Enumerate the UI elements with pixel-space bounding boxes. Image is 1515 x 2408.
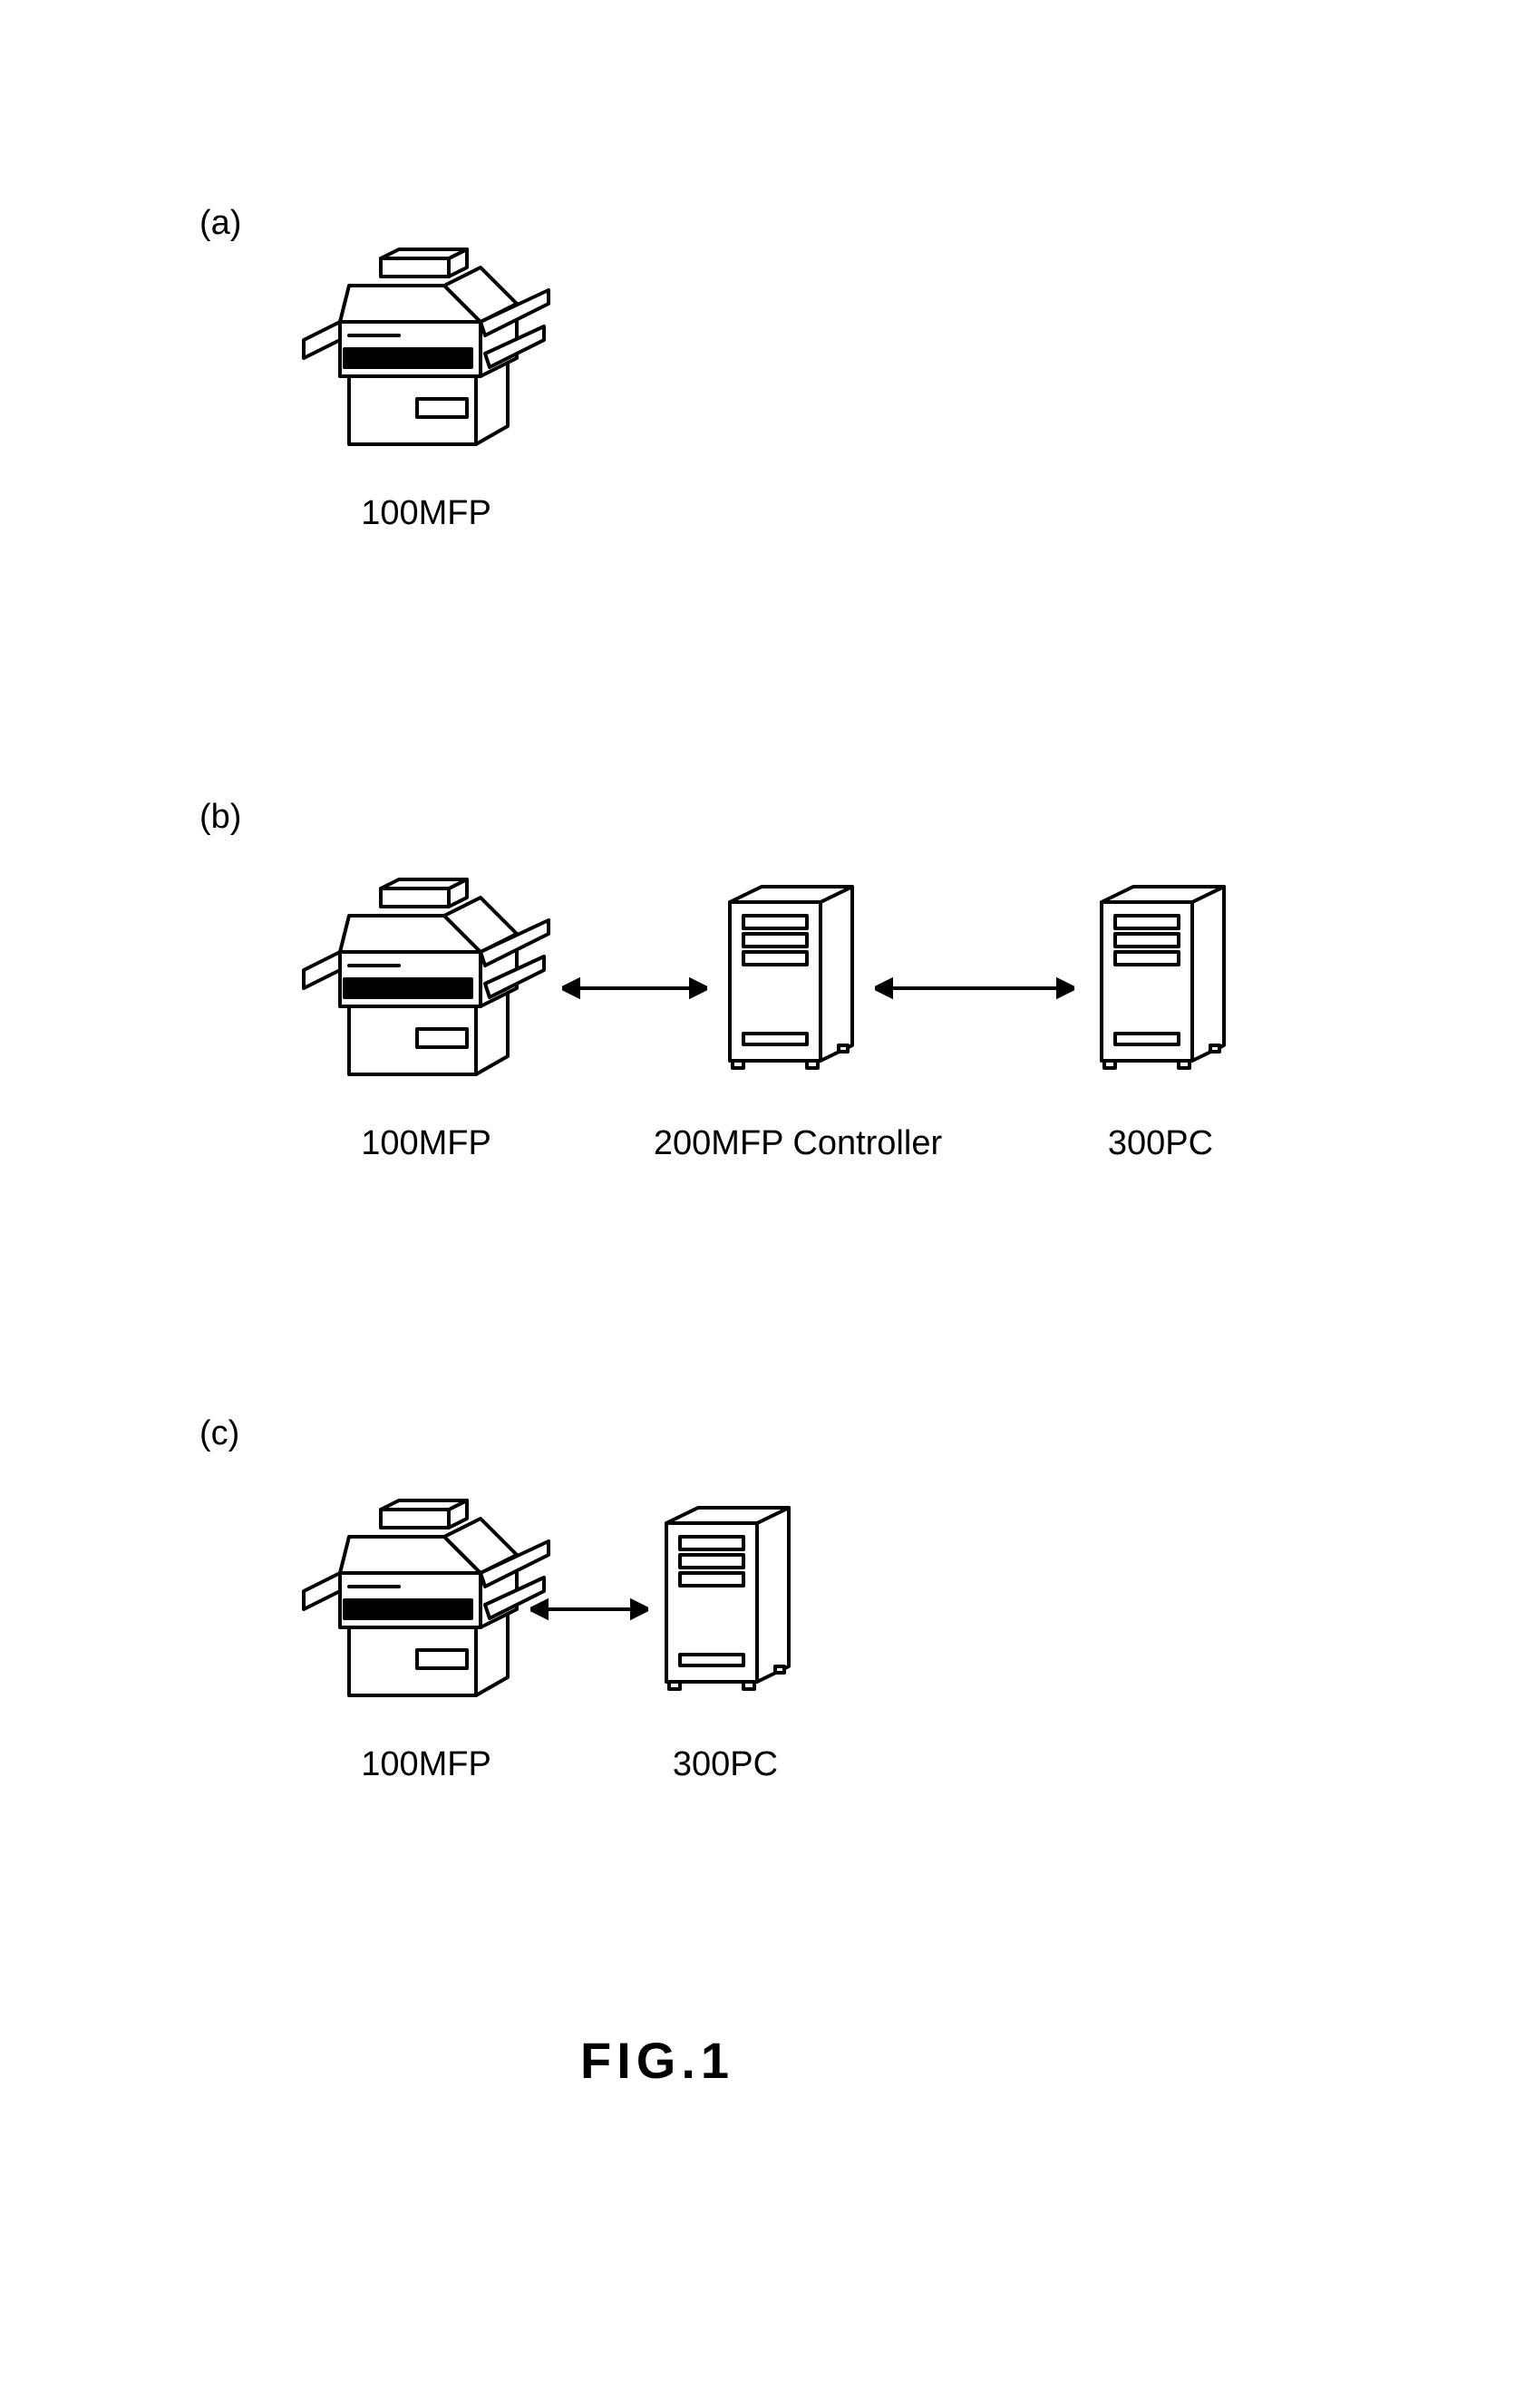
panel-b-label: (b) — [199, 798, 241, 837]
mfp-c-label: 100MFP — [335, 1745, 517, 1784]
arrow-b1 — [562, 975, 707, 1002]
mfp-icon-a — [299, 236, 553, 471]
arrow-b2 — [875, 975, 1074, 1002]
ctrl-b-label: 200MFP Controller — [635, 1124, 961, 1163]
mfp-b-label: 100MFP — [335, 1124, 517, 1163]
controller-icon-b — [716, 879, 861, 1079]
panel-c-label: (c) — [199, 1414, 239, 1453]
mfp-a-label: 100MFP — [335, 494, 517, 533]
pc-b-label: 300PC — [1088, 1124, 1233, 1163]
pc-icon-c — [653, 1500, 798, 1700]
pc-icon-b — [1088, 879, 1233, 1079]
arrow-c — [530, 1596, 648, 1623]
mfp-icon-c — [299, 1487, 553, 1723]
figure-label: FIG.1 — [580, 2031, 734, 2090]
mfp-icon-b — [299, 866, 553, 1102]
pc-c-label: 300PC — [653, 1745, 798, 1784]
panel-a-label: (a) — [199, 204, 241, 243]
